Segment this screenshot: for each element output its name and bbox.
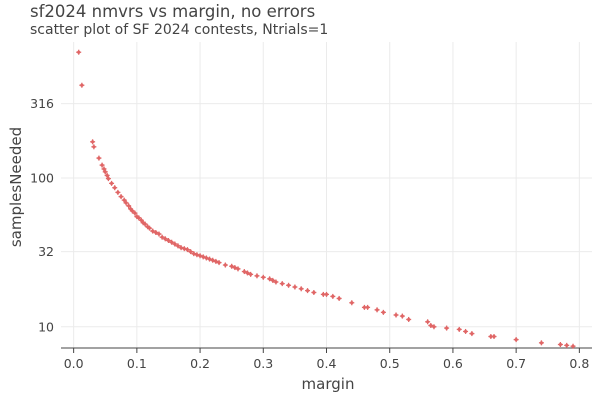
- data-point: [136, 215, 142, 221]
- data-point: [305, 288, 311, 294]
- data-point: [254, 273, 260, 279]
- x-tick-label: 0.1: [127, 356, 147, 371]
- data-point: [188, 249, 194, 255]
- data-point: [444, 325, 450, 331]
- data-point: [336, 295, 342, 301]
- data-point: [121, 197, 127, 203]
- data-point: [165, 238, 171, 244]
- chart-subtitle: scatter plot of SF 2024 contests, Ntrial…: [30, 22, 329, 38]
- data-point: [153, 230, 159, 236]
- data-point: [142, 221, 148, 227]
- x-tick-label: 0.7: [506, 356, 526, 371]
- x-tick-label: 0.2: [190, 356, 210, 371]
- data-point: [557, 342, 563, 348]
- data-point: [115, 189, 121, 195]
- data-point: [79, 82, 85, 88]
- y-tick-label: 32: [38, 244, 54, 259]
- data-point: [129, 208, 135, 214]
- x-tick-label: 0.8: [569, 356, 589, 371]
- y-tick-label: 10: [38, 319, 54, 334]
- data-point: [232, 265, 238, 271]
- data-point: [431, 324, 437, 330]
- data-point: [138, 217, 144, 223]
- data-point: [175, 243, 181, 249]
- data-point: [406, 316, 412, 322]
- x-tick-label: 0.5: [380, 356, 400, 371]
- data-point: [491, 334, 497, 340]
- data-point: [393, 312, 399, 318]
- data-point: [399, 313, 405, 319]
- data-point: [279, 281, 285, 287]
- data-point: [216, 260, 222, 266]
- data-point: [564, 342, 570, 348]
- data-point: [267, 276, 273, 282]
- data-point: [90, 139, 96, 145]
- data-point: [132, 210, 138, 216]
- data-point: [105, 176, 111, 182]
- data-point: [181, 246, 187, 252]
- data-point: [91, 144, 97, 150]
- data-point: [172, 241, 178, 247]
- data-point: [162, 236, 168, 242]
- chart-title: sf2024 nmvrs vs margin, no errors: [30, 2, 316, 21]
- data-point: [96, 155, 102, 161]
- data-point: [456, 326, 462, 332]
- data-point: [109, 180, 115, 186]
- axes: [61, 347, 592, 353]
- data-point: [159, 234, 165, 240]
- tick-labels: 0.0 0.1 0.2 0.3 0.4 0.5 0.6 0.7 0.8 10 32 100 316: [30, 96, 589, 371]
- data-point: [112, 185, 118, 191]
- data-point: [99, 162, 105, 168]
- data-point: [463, 328, 469, 334]
- x-tick-label: 0.4: [317, 356, 337, 371]
- data-point: [270, 277, 276, 283]
- data-point: [213, 258, 219, 264]
- data-point: [469, 331, 475, 337]
- data-point: [292, 284, 298, 290]
- data-point: [235, 266, 241, 272]
- data-point: [76, 49, 82, 55]
- y-tick-label: 316: [30, 96, 54, 111]
- data-point: [349, 300, 355, 306]
- data-point: [118, 194, 124, 200]
- data-point: [156, 231, 162, 237]
- data-point: [222, 262, 228, 268]
- x-axis-label: margin: [301, 375, 355, 393]
- x-tick-label: 0.0: [64, 356, 84, 371]
- data-point: [380, 309, 386, 315]
- data-point: [260, 274, 266, 280]
- x-tick-label: 0.3: [253, 356, 273, 371]
- data-point: [570, 343, 576, 349]
- grid-lines: [61, 42, 592, 348]
- data-point: [184, 247, 190, 253]
- x-tick-label: 0.6: [443, 356, 463, 371]
- data-point: [248, 271, 254, 277]
- data-point: [330, 293, 336, 299]
- data-point: [311, 289, 317, 295]
- y-axis-label: samplesNeeded: [7, 126, 25, 248]
- data-point: [324, 291, 329, 297]
- data-point: [147, 225, 152, 231]
- data-point: [425, 319, 431, 325]
- data-point: [102, 169, 108, 175]
- data-point: [150, 228, 156, 234]
- data-point: [365, 304, 371, 310]
- data-point: [126, 203, 132, 209]
- data-points: [76, 49, 576, 349]
- data-point: [298, 286, 304, 292]
- data-point: [374, 307, 380, 313]
- data-point: [488, 334, 494, 340]
- data-point: [169, 239, 175, 245]
- data-point: [241, 269, 247, 275]
- y-tick-label: 100: [30, 170, 54, 185]
- data-point: [286, 282, 292, 288]
- data-point: [513, 337, 519, 343]
- data-point: [538, 340, 544, 346]
- data-point: [273, 279, 279, 285]
- data-point: [123, 200, 129, 206]
